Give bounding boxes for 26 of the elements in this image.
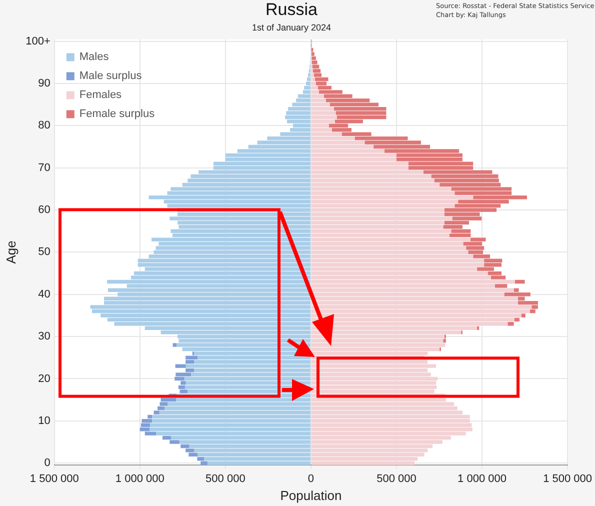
x-tick-label: 0 xyxy=(308,472,314,485)
x-axis-title: Population xyxy=(280,488,342,503)
y-axis-title: Age xyxy=(3,240,18,264)
chart-title: Russia xyxy=(266,0,318,19)
legend-label: Female surplus xyxy=(79,108,156,120)
chart-subtitle: 1st of January 2024 xyxy=(252,22,332,32)
x-tick-label: 1 500 000 xyxy=(30,472,79,485)
y-tick-label: 50 xyxy=(38,246,50,258)
y-tick-label: 100+ xyxy=(26,35,50,48)
x-tick-label: 1 500 000 xyxy=(543,472,592,485)
y-tick-label: 30 xyxy=(38,330,50,343)
x-tick-label: 500 000 xyxy=(206,472,246,485)
y-tick-label: 60 xyxy=(38,204,50,216)
y-tick-label: 40 xyxy=(38,288,50,300)
legend-label: Male surplus xyxy=(79,70,142,82)
x-tick-label: 1 000 000 xyxy=(458,472,506,485)
legend-label: Females xyxy=(79,89,122,102)
y-tick-label: 0 xyxy=(44,457,50,470)
legend-label: Males xyxy=(79,51,110,64)
y-tick-label: 20 xyxy=(38,372,50,385)
y-tick-label: 10 xyxy=(38,414,50,427)
x-tick-label: 500 000 xyxy=(376,472,416,485)
y-tick-label: 80 xyxy=(38,120,50,132)
y-tick-label: 90 xyxy=(38,78,50,90)
y-tick-label: 70 xyxy=(38,162,50,174)
x-tick-label: 1 000 000 xyxy=(115,472,164,485)
